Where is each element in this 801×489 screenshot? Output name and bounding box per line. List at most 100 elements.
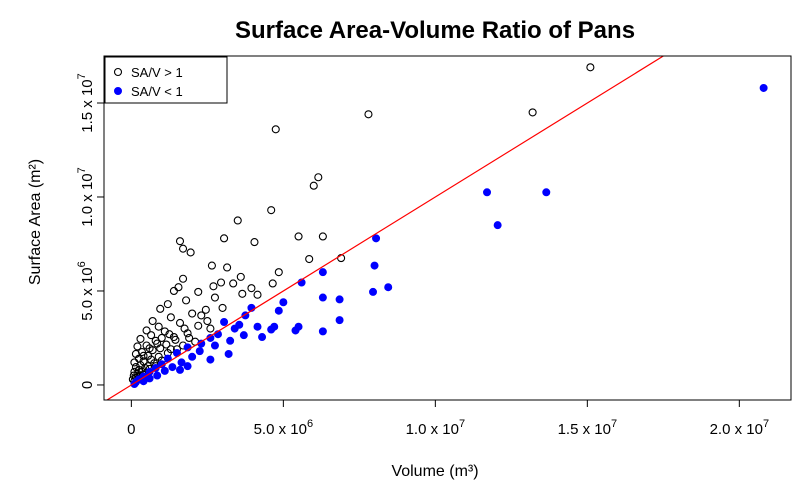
- data-point-sav-greater: [203, 316, 212, 326]
- data-point-sav-greater: [318, 232, 327, 241]
- y-axis-label: Surface Area (m²): [27, 159, 44, 285]
- data-point-sav-greater: [175, 318, 185, 327]
- data-point-sav-greater: [174, 283, 183, 292]
- data-point-sav-greater: [250, 238, 259, 247]
- data-point-sav-greater: [169, 286, 178, 296]
- y-tick-label: 5.0 x 106: [76, 261, 96, 321]
- legend-marker-filled-circle: [114, 87, 122, 95]
- data-point-sav-less: [224, 349, 233, 358]
- data-point-sav-less: [258, 333, 267, 342]
- data-point-sav-less: [160, 366, 169, 375]
- data-point-sav-greater: [153, 339, 162, 348]
- data-point-sav-greater: [309, 181, 318, 190]
- data-point-sav-greater: [178, 274, 188, 283]
- data-point-sav-less: [318, 327, 327, 336]
- data-point-sav-less: [542, 188, 551, 197]
- data-point-sav-greater: [147, 331, 156, 340]
- data-point-sav-less: [279, 298, 288, 307]
- data-point-sav-greater: [186, 248, 195, 257]
- x-axis-label: Volume (m³): [391, 463, 478, 480]
- data-point-sav-greater: [157, 333, 166, 343]
- data-point-sav-less: [195, 347, 204, 356]
- data-points: [128, 63, 768, 389]
- data-point-sav-greater: [163, 300, 172, 309]
- data-point-sav-greater: [136, 334, 145, 343]
- y-tick-label: 1.0 x 107: [76, 167, 96, 227]
- data-point-sav-greater: [233, 216, 242, 225]
- data-point-sav-less: [759, 83, 768, 92]
- data-point-sav-greater: [182, 296, 191, 305]
- y-tick-label: 1.5 x 107: [76, 73, 96, 133]
- data-point-sav-greater: [148, 316, 157, 326]
- data-point-sav-greater: [586, 63, 595, 72]
- data-point-sav-greater: [294, 232, 303, 241]
- plot-frame: [103, 55, 792, 401]
- data-point-sav-greater: [180, 324, 189, 333]
- x-tick-label: 2.0 x 107: [710, 418, 770, 438]
- data-point-sav-less: [183, 362, 192, 371]
- data-point-sav-less: [226, 336, 235, 345]
- data-point-sav-less: [188, 352, 197, 361]
- data-point-sav-less: [230, 324, 239, 333]
- x-tick-label: 1.0 x 107: [406, 418, 466, 438]
- data-point-sav-greater: [175, 237, 185, 246]
- data-point-sav-less: [168, 363, 177, 372]
- data-point-sav-greater: [253, 290, 262, 299]
- data-point-sav-less: [370, 261, 379, 270]
- data-point-sav-greater: [528, 108, 537, 117]
- data-point-sav-greater: [314, 173, 323, 182]
- data-point-sav-greater: [165, 330, 174, 339]
- data-point-sav-greater: [154, 322, 163, 331]
- data-point-sav-greater: [194, 287, 203, 296]
- data-point-sav-greater: [206, 324, 215, 333]
- axis-ticks: 0 5.0 x 106 1.0 x 107 1.5 x 107 2.0 x 107 0 5.…: [76, 73, 769, 438]
- data-point-sav-less: [239, 331, 248, 340]
- data-point-sav-greater: [162, 340, 171, 349]
- data-point-sav-greater: [201, 305, 210, 314]
- x-tick-label: 5.0 x 106: [254, 418, 314, 438]
- data-point-sav-greater: [210, 293, 219, 302]
- data-point-sav-less: [206, 355, 215, 364]
- y-tick-label: 0: [79, 381, 96, 389]
- x-tick-label: 0: [127, 421, 135, 438]
- data-point-sav-less: [291, 326, 300, 335]
- data-point-sav-greater: [274, 268, 283, 277]
- data-point-sav-greater: [197, 311, 206, 320]
- x-tick-label: 1.5 x 107: [558, 418, 618, 438]
- data-point-sav-greater: [247, 284, 256, 293]
- data-point-sav-greater: [220, 234, 229, 243]
- data-point-sav-greater: [267, 206, 276, 215]
- data-point-sav-greater: [216, 278, 226, 287]
- data-point-sav-greater: [133, 342, 142, 351]
- legend-marker-open-circle: [113, 67, 123, 77]
- chart-title: Surface Area-Volume Ratio of Pans: [235, 17, 635, 44]
- data-point-sav-less: [274, 306, 283, 315]
- data-point-sav-greater: [194, 321, 203, 330]
- data-point-sav-less: [335, 295, 344, 304]
- data-point-sav-greater: [268, 279, 277, 288]
- data-point-sav-less: [177, 358, 186, 367]
- data-point-sav-greater: [305, 254, 314, 264]
- data-point-sav-greater: [229, 279, 238, 288]
- data-point-sav-greater: [166, 345, 175, 354]
- data-point-sav-greater: [271, 125, 280, 134]
- data-point-sav-greater: [223, 263, 232, 272]
- reference-line-y-equals-x: [105, 56, 665, 400]
- data-point-sav-less: [369, 287, 378, 296]
- data-point-sav-less: [220, 317, 229, 326]
- data-point-sav-less: [267, 325, 276, 334]
- data-point-sav-less: [483, 188, 492, 197]
- data-point-sav-less: [384, 283, 393, 292]
- data-point-sav-greater: [166, 313, 175, 322]
- data-point-sav-less: [253, 322, 262, 331]
- data-point-sav-less: [318, 293, 327, 302]
- data-point-sav-less: [372, 234, 381, 243]
- data-point-sav-greater: [364, 110, 373, 119]
- legend: SA/V > 1 SA/V < 1: [104, 56, 228, 104]
- data-point-sav-greater: [218, 303, 227, 312]
- data-point-sav-greater: [160, 327, 169, 336]
- data-point-sav-greater: [236, 272, 245, 281]
- data-point-sav-less: [176, 365, 184, 374]
- data-point-sav-greater: [142, 326, 151, 335]
